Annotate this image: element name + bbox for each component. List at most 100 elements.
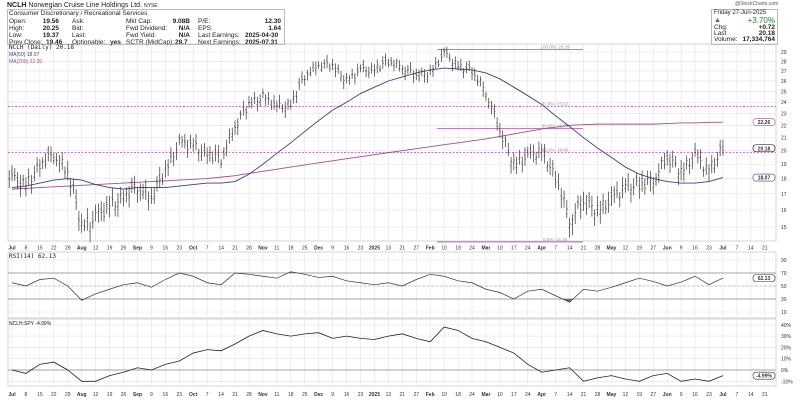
- volume-label: Volume:: [714, 36, 738, 43]
- x-tick-label-top: 17: [511, 246, 517, 252]
- x-tick-label-top: 16: [344, 246, 350, 252]
- x-tick-label-top: 27: [413, 246, 419, 252]
- x-tick-label-top: 18: [455, 246, 461, 252]
- last-label: Last:: [72, 32, 87, 39]
- optionable-value: yes: [110, 39, 121, 46]
- x-tick-label-bottom: 19: [107, 392, 113, 398]
- x-tick-label-top: Jul: [719, 246, 727, 252]
- x-tick-label-bottom: 23: [706, 392, 712, 398]
- price-tick-label: 17: [781, 192, 787, 198]
- x-tick-label-top: 7: [554, 246, 557, 252]
- last-earnings-value: 2025-04-30: [245, 32, 279, 39]
- x-tick-label-bottom: 15: [37, 392, 43, 398]
- panel-frame-2: [7, 318, 777, 387]
- rsi-line: [11, 271, 724, 303]
- watermark: @StockCharts.com: [735, 1, 779, 7]
- x-tick-label-top: 7: [206, 246, 209, 252]
- price-tick-label: 27: [781, 69, 787, 75]
- x-tick-label-top: Nov: [258, 246, 268, 252]
- rsi-tick-label: 90: [781, 258, 787, 264]
- x-tick-label-top: 21: [762, 246, 768, 252]
- x-tick-label-top: Aug: [77, 246, 87, 252]
- x-tick-label-top: 23: [358, 246, 364, 252]
- ma50-legend: MA(50) 18.07: [9, 52, 40, 58]
- x-tick-label-top: 14: [567, 246, 573, 252]
- x-tick-label-bottom: 24: [469, 392, 475, 398]
- x-tick-label-top: 12: [623, 246, 629, 252]
- fib-label: 100.0%: 29.29: [540, 44, 570, 49]
- rsi-badge: 62.13: [758, 276, 771, 282]
- x-tick-label-bottom: 14: [567, 392, 573, 398]
- rel-badge: -4.99%: [756, 374, 772, 380]
- x-tick-label-top: 29: [65, 246, 71, 252]
- x-tick-label-top: Feb: [426, 246, 435, 252]
- x-tick-label-bottom: Jun: [663, 392, 672, 398]
- high-label: High:: [9, 25, 25, 32]
- x-tick-label-bottom: 23: [358, 392, 364, 398]
- x-tick-label-bottom: 24: [525, 392, 531, 398]
- chg-value: +0.72: [758, 24, 775, 31]
- x-tick-label-top: 8: [25, 246, 28, 252]
- price-tick-label: 21: [781, 136, 787, 142]
- x-tick-label-top: 24: [525, 246, 531, 252]
- x-tick-label-top: 21: [581, 246, 587, 252]
- x-tick-label-top: 28: [246, 246, 252, 252]
- x-tick-label-top: 9: [331, 246, 334, 252]
- rel-tick-label: 10%: [781, 357, 792, 363]
- x-tick-label-bottom: 16: [344, 392, 350, 398]
- chg-label: Chg:: [714, 24, 728, 31]
- low-label: Low:: [9, 32, 23, 39]
- x-tick-label-bottom: 25: [302, 392, 308, 398]
- x-tick-label-bottom: Jul: [719, 392, 727, 398]
- x-tick-label-bottom: Dec: [314, 392, 323, 398]
- up-triangle-icon: ▲: [714, 17, 721, 24]
- x-tick-label-bottom: 21: [232, 392, 238, 398]
- x-tick-label-bottom: 10: [441, 392, 447, 398]
- price-tick-label: 18: [781, 177, 787, 183]
- x-tick-label-bottom: 19: [637, 392, 643, 398]
- x-tick-label-bottom: 12: [623, 392, 629, 398]
- x-tick-label-top: 27: [650, 246, 656, 252]
- ma200-legend: MA(200) 22.26: [9, 59, 43, 65]
- x-tick-label-bottom: 7: [206, 392, 209, 398]
- rel-badge-frame: [752, 371, 776, 380]
- rsi-tick-label: 70: [781, 271, 787, 277]
- x-tick-label-top: 19: [637, 246, 643, 252]
- x-tick-label-top: 9: [680, 246, 683, 252]
- rsi-tick-label: 10: [781, 310, 787, 316]
- x-tick-label-bottom: 27: [413, 392, 419, 398]
- x-tick-label-top: 10: [497, 246, 503, 252]
- next-earnings-value: 2025-07.31: [245, 39, 278, 46]
- x-tick-label-bottom: 11: [274, 392, 279, 398]
- x-tick-label-bottom: Mar: [482, 392, 491, 398]
- rsi-badge-frame: [752, 274, 776, 282]
- price-tick-label: 20: [781, 149, 787, 155]
- x-tick-label-bottom: 16: [692, 392, 698, 398]
- rsi-oversold-fill: [12, 299, 723, 303]
- x-tick-label-top: 22: [51, 246, 57, 252]
- x-tick-label-top: 14: [748, 246, 754, 252]
- x-tick-label-bottom: 16: [163, 392, 169, 398]
- fwd-dividend-label: Fwd Dividend:: [126, 25, 168, 32]
- x-tick-label-top: Sep: [133, 246, 142, 252]
- ma200-line: [11, 121, 723, 190]
- rsi-overbought-fill: [12, 271, 723, 273]
- x-tick-label-top: 25: [302, 246, 308, 252]
- x-tick-label-top: 7: [735, 246, 738, 252]
- summary-date: Friday 27-Jun-2025: [714, 10, 767, 16]
- summary-last-label: Last: [714, 30, 727, 37]
- summary-percent: +3.70%: [747, 16, 775, 25]
- x-tick-label-bottom: 28: [246, 392, 252, 398]
- pe-label: P/E:: [198, 18, 211, 25]
- x-tick-label-bottom: 22: [51, 392, 57, 398]
- relative-strength-line: [11, 326, 724, 382]
- low-value: 19.37: [42, 32, 59, 39]
- fwd-dividend-value: N/A: [178, 25, 190, 32]
- x-tick-label-bottom: 12: [93, 392, 99, 398]
- summary-last-value: 20.18: [758, 30, 775, 37]
- last-earnings-label: Last Earnings:: [198, 32, 240, 39]
- x-tick-label-bottom: 21: [581, 392, 587, 398]
- optionable-label: Optionable:: [72, 39, 106, 46]
- x-tick-label-bottom: 9: [331, 392, 334, 398]
